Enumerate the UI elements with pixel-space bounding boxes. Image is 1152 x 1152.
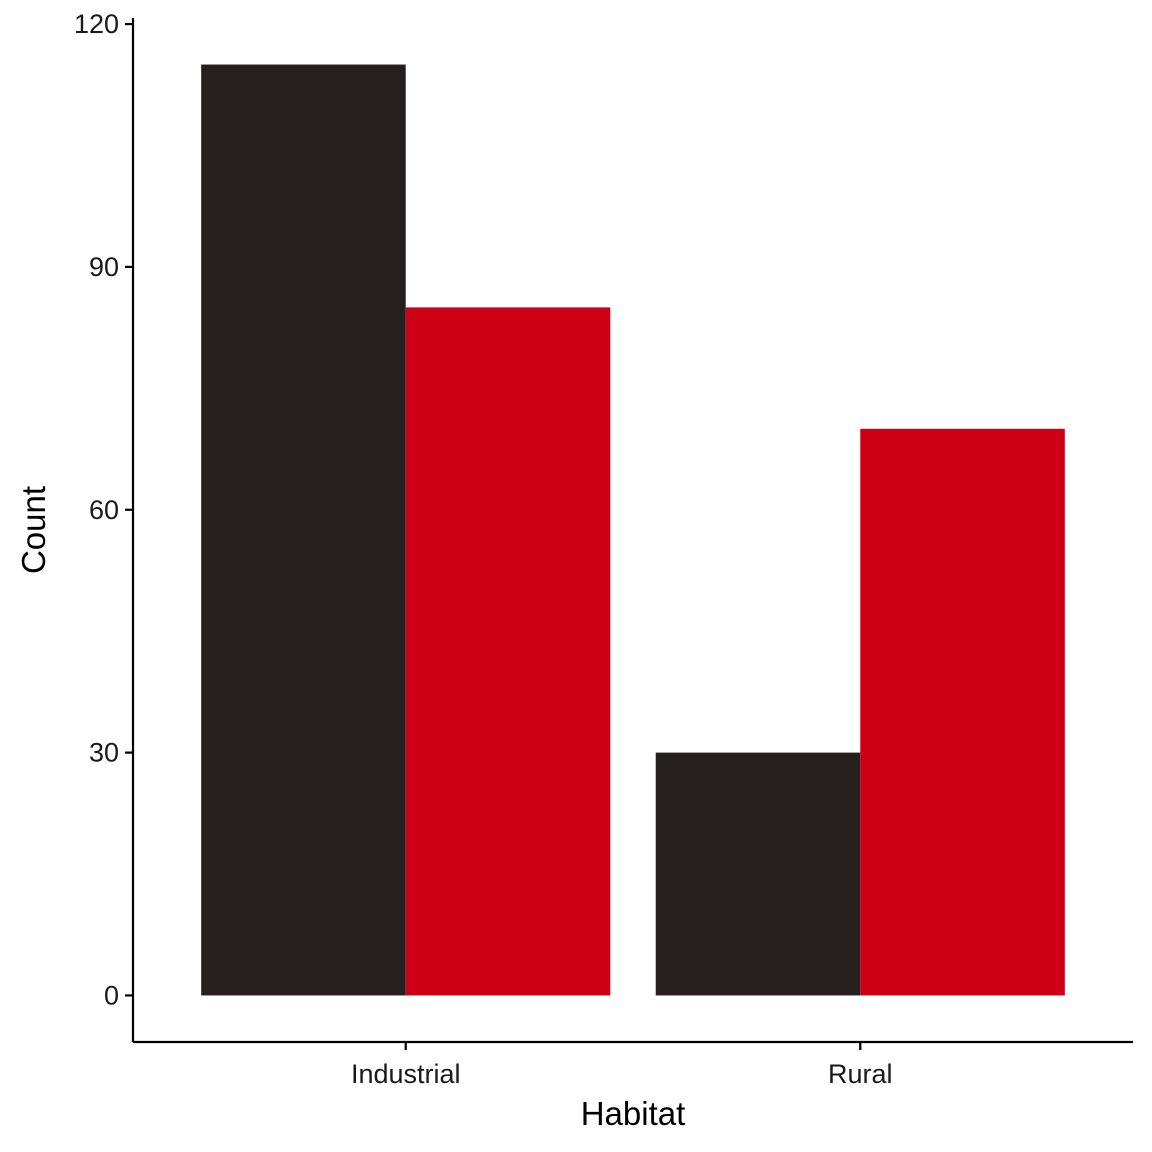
y-tick-label: 90 xyxy=(89,252,119,282)
x-tick-label: Industrial xyxy=(351,1059,461,1089)
y-axis-title: Count xyxy=(15,486,52,574)
y-tick-label: 0 xyxy=(104,980,119,1010)
x-axis-title: Habitat xyxy=(581,1095,686,1132)
bars-group xyxy=(201,64,1065,996)
y-tick-label: 30 xyxy=(89,738,119,768)
y-tick-label: 120 xyxy=(74,9,119,39)
bar-industrial-series-1 xyxy=(201,64,406,996)
bar-rural-series-2 xyxy=(860,428,1065,996)
y-tick-label: 60 xyxy=(89,495,119,525)
x-tick-label: Rural xyxy=(828,1059,893,1089)
bar-rural-series-1 xyxy=(655,752,861,996)
x-axis-ticks: Industrial Rural xyxy=(351,1042,893,1089)
y-axis-ticks: 0 30 60 90 120 xyxy=(74,9,133,1010)
bar-industrial-series-2 xyxy=(405,307,611,996)
